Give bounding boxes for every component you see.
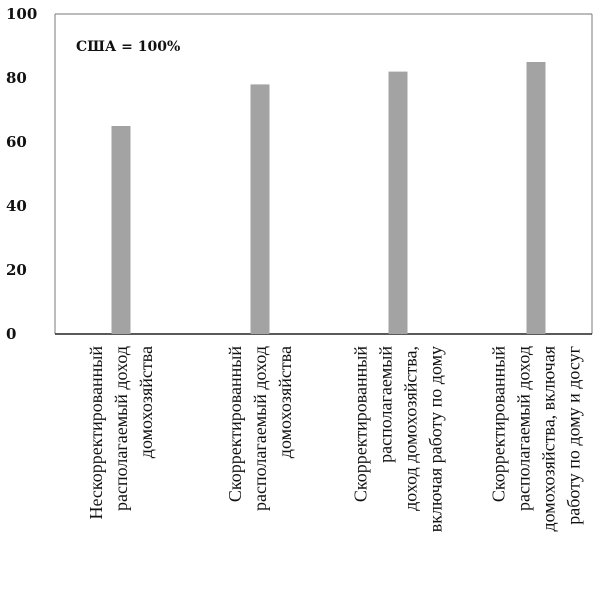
plot-frame bbox=[54, 13, 593, 335]
category-label-line: располагаемый доход bbox=[111, 346, 131, 511]
category-label-line: располагаемый bbox=[376, 346, 396, 463]
category-label-line: Нескорректированный bbox=[86, 346, 106, 520]
category-label-line: работу по дому и досуг bbox=[564, 346, 584, 525]
bars bbox=[111, 62, 546, 335]
bar-2 bbox=[250, 84, 270, 335]
category-label-line: домохозяйства bbox=[275, 346, 295, 458]
y-axis-ticks: 0 20 40 60 80 100 bbox=[6, 5, 37, 343]
category-label-line: доход домохозяйства, bbox=[401, 346, 421, 511]
chart-note: США = 100% bbox=[76, 39, 180, 55]
y-tick-label: 0 bbox=[6, 325, 16, 343]
category-label-line: домохозяйства bbox=[136, 346, 156, 458]
y-tick-label: 80 bbox=[6, 69, 27, 87]
category-label-line: Скорректированный bbox=[225, 346, 245, 502]
category-label-line: Скорректированный bbox=[489, 346, 509, 502]
y-tick-label: 100 bbox=[6, 5, 37, 23]
category-label-line: располагаемый доход bbox=[250, 346, 270, 511]
category-label-line: домохозяйства, включая bbox=[539, 346, 559, 532]
bar-1 bbox=[111, 126, 131, 334]
category-label-line: располагаемый доход bbox=[514, 346, 534, 511]
category-label-line: включая работу по дому bbox=[426, 346, 446, 532]
category-label-line: Скорректированный bbox=[351, 346, 371, 502]
y-tick-label: 20 bbox=[6, 261, 27, 279]
x-axis-category-labels: Нескорректированный располагаемый доход до… bbox=[86, 346, 584, 533]
bar-4 bbox=[526, 62, 546, 334]
bar-3 bbox=[388, 71, 408, 334]
y-tick-label: 60 bbox=[6, 133, 27, 151]
y-tick-label: 40 bbox=[6, 197, 27, 215]
